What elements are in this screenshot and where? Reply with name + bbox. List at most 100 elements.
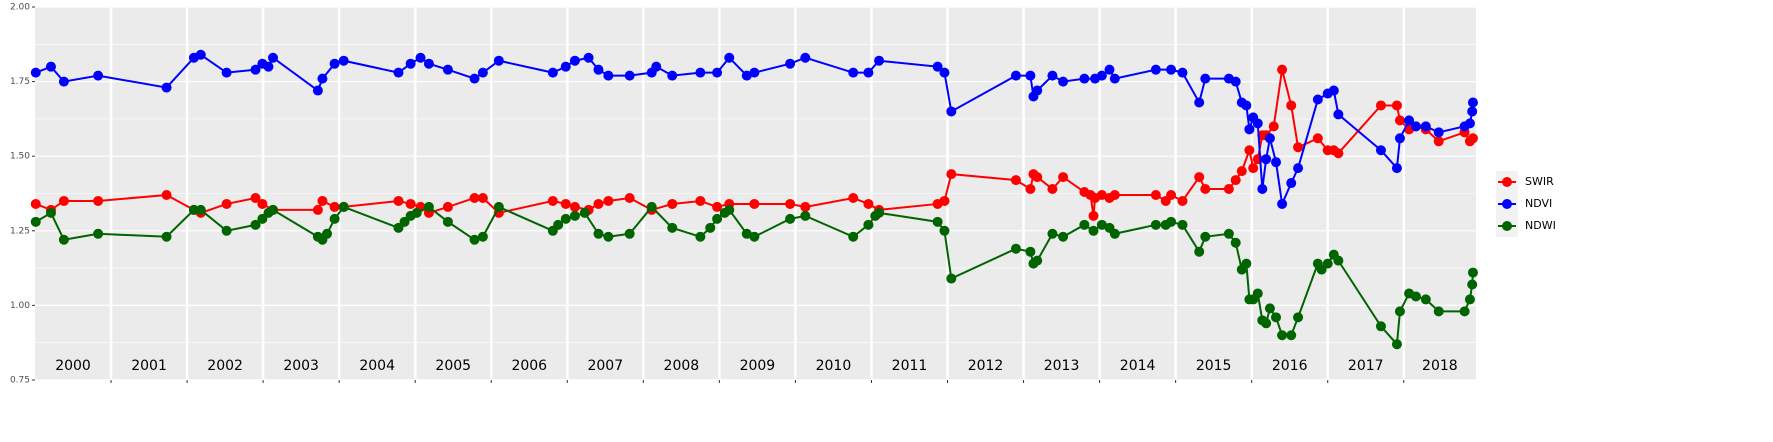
point <box>423 201 434 212</box>
point <box>579 207 590 218</box>
year-label: 2001 <box>131 358 167 374</box>
point <box>221 67 232 78</box>
point <box>946 273 957 284</box>
point <box>1109 228 1120 239</box>
point <box>1025 70 1036 81</box>
point <box>560 61 571 72</box>
point <box>1150 189 1161 200</box>
point <box>583 52 594 63</box>
point <box>1241 258 1252 269</box>
point <box>493 201 504 212</box>
point <box>848 192 859 203</box>
point <box>1433 136 1444 147</box>
point <box>1194 172 1205 183</box>
legend-label: NDVI <box>1525 197 1552 210</box>
year-label: 2000 <box>55 358 91 374</box>
year-label: 2018 <box>1422 358 1458 374</box>
point <box>749 231 760 242</box>
point <box>667 222 678 233</box>
point <box>477 67 488 78</box>
year-label: 2015 <box>1196 358 1232 374</box>
point <box>712 67 723 78</box>
point <box>393 67 404 78</box>
point <box>329 213 340 224</box>
point <box>1277 64 1288 75</box>
point <box>317 195 328 206</box>
point <box>469 73 480 84</box>
point <box>405 198 416 209</box>
point <box>1420 121 1431 132</box>
point <box>553 219 564 230</box>
point <box>1286 330 1297 341</box>
year-label: 2003 <box>283 358 319 374</box>
point <box>800 201 811 212</box>
point <box>442 201 453 212</box>
point <box>1150 64 1161 75</box>
year-label: 2013 <box>1044 358 1080 374</box>
point <box>863 219 874 230</box>
point <box>1464 118 1475 129</box>
point <box>603 195 614 206</box>
point <box>58 234 69 245</box>
point <box>560 213 571 224</box>
point <box>250 64 261 75</box>
point <box>712 213 723 224</box>
point <box>1264 303 1275 314</box>
point <box>268 204 279 215</box>
point <box>741 228 752 239</box>
point <box>785 213 796 224</box>
point <box>1248 163 1259 174</box>
point <box>1264 133 1275 144</box>
point <box>1230 76 1241 87</box>
point <box>1200 231 1211 242</box>
point <box>705 222 716 233</box>
point <box>93 195 104 206</box>
point <box>58 76 69 87</box>
point <box>329 201 340 212</box>
point <box>1394 133 1405 144</box>
point <box>415 52 426 63</box>
point <box>1391 100 1402 111</box>
point <box>93 228 104 239</box>
point <box>1322 258 1333 269</box>
point <box>603 231 614 242</box>
y-tick-label: 1.00 <box>10 301 30 311</box>
point <box>442 216 453 227</box>
point <box>1286 100 1297 111</box>
point <box>1375 145 1386 156</box>
year-label: 2010 <box>816 358 852 374</box>
point <box>667 198 678 209</box>
y-tick-label: 1.75 <box>10 77 30 87</box>
legend-label: NDWI <box>1525 219 1556 232</box>
point <box>1047 184 1058 195</box>
point <box>603 70 614 81</box>
point <box>1333 148 1344 159</box>
point <box>312 85 323 96</box>
point <box>322 228 333 239</box>
point <box>1312 94 1323 105</box>
point <box>1177 219 1188 230</box>
point <box>547 67 558 78</box>
y-tick-label: 1.25 <box>10 226 30 236</box>
point <box>161 189 172 200</box>
point <box>1177 195 1188 206</box>
year-label: 2012 <box>968 358 1004 374</box>
point <box>1166 189 1177 200</box>
point <box>1230 237 1241 248</box>
point <box>1058 172 1069 183</box>
point <box>874 207 885 218</box>
year-label: 2007 <box>587 358 623 374</box>
point <box>1047 228 1058 239</box>
point <box>1150 219 1161 230</box>
point <box>1293 142 1304 153</box>
point <box>1467 106 1478 117</box>
point <box>1200 73 1211 84</box>
point <box>250 219 261 230</box>
point <box>863 67 874 78</box>
point <box>569 201 580 212</box>
point <box>45 61 56 72</box>
point <box>1177 67 1188 78</box>
point <box>785 58 796 69</box>
point <box>195 204 206 215</box>
